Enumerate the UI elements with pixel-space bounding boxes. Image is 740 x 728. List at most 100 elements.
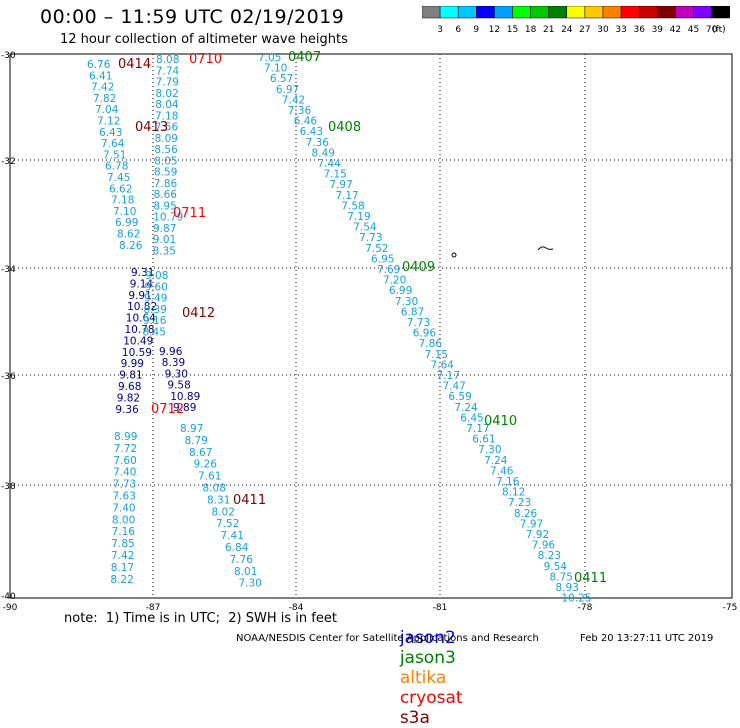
wave-height-value: 7.46 <box>490 465 514 477</box>
wave-height-value: 6.87 <box>401 306 424 318</box>
wave-height-value: 6.43 <box>99 127 122 139</box>
wave-height-value: 6.76 <box>87 59 111 71</box>
legend-label: 70 <box>706 25 718 35</box>
wave-height-value: 8.26 <box>119 240 143 252</box>
wave-height-value: 8.75 <box>550 571 573 583</box>
wave-height-value: 8.17 <box>111 562 134 574</box>
lat-label: -40 <box>1 592 16 602</box>
wave-height-value: 7.86 <box>419 338 443 350</box>
wave-height-value: 9.08 <box>145 270 168 282</box>
wave-height-value: 8.62 <box>117 229 140 241</box>
track-cryosat-lower-west: 8.997.727.607.407.737.637.408.007.167.85… <box>110 431 137 586</box>
wave-height-value: 6.43 <box>300 126 323 138</box>
pass-time-label: 0411 <box>233 493 266 508</box>
wave-height-value: 7.36 <box>288 105 312 117</box>
wave-height-value: 7.85 <box>111 538 134 550</box>
wave-height-value: 9.99 <box>121 358 144 370</box>
wave-height-value: 9.82 <box>117 392 140 404</box>
wave-height-value: 7.54 <box>353 222 377 234</box>
wave-height-value: 7.52 <box>216 518 239 530</box>
legend-label: 42 <box>670 25 681 35</box>
wave-height-value: 8.00 <box>112 514 135 526</box>
wave-height-value: 7.30 <box>395 296 418 308</box>
track-jason2-track: 9.319.149.9110.8210.6410.7810.4910.599.9… <box>115 267 157 416</box>
wave-height-value: 10.59 <box>122 347 152 359</box>
wave-height-value: 8.02 <box>212 506 235 518</box>
pass-time-label: 0712 <box>151 402 184 417</box>
legend-label: 12 <box>489 25 500 35</box>
wave-height-value: 8.99 <box>114 431 137 443</box>
wave-height-value: 7.12 <box>97 116 120 128</box>
wave-height-value: 7.23 <box>508 497 531 509</box>
satellite-legend: jason2 jason3 altika cryosat s3a <box>389 608 463 728</box>
wave-height-value: 7.52 <box>365 243 388 255</box>
wave-height-value: 7.82 <box>93 93 116 105</box>
wave-height-value: 8.39 <box>162 357 185 369</box>
wave-height-value: 9.01 <box>153 234 176 246</box>
wave-height-value: 6.99 <box>389 285 412 297</box>
wave-height-value: 6.62 <box>109 183 132 195</box>
wave-height-value: 7.17 <box>466 423 489 435</box>
legend-label: 15 <box>507 25 518 35</box>
wave-height-value: 7.10 <box>113 206 136 218</box>
wave-height-value: 7.74 <box>156 65 180 77</box>
wave-height-value: 8.59 <box>154 167 177 179</box>
lat-label: -32 <box>1 157 16 167</box>
wave-height-value: 7.16 <box>112 526 136 538</box>
wave-height-value: 9.68 <box>118 381 141 393</box>
pass-time-label: 0409 <box>402 260 435 275</box>
wave-height-value: 6.95 <box>371 253 394 265</box>
wave-height-value: 6.96 <box>413 328 437 340</box>
map-frame <box>9 53 733 599</box>
wave-height-value: 6.61 <box>472 434 495 446</box>
wave-height-value: 8.02 <box>155 88 178 100</box>
wave-height-value: 7.19 <box>347 211 370 223</box>
pass-time-label: 0411 <box>574 571 607 586</box>
wave-height-value: 7.96 <box>532 540 556 552</box>
wave-height-value: 8.08 <box>203 483 226 495</box>
wave-height-value: 7.24 <box>454 402 478 414</box>
wave-height-value: 8.79 <box>185 435 208 447</box>
wave-height-value: 9.14 <box>130 278 154 290</box>
wave-height-value: 7.76 <box>230 554 254 566</box>
wave-height-value: 8.66 <box>154 189 178 201</box>
wave-height-value: 7.42 <box>282 94 305 106</box>
wave-height-value: 8.04 <box>155 99 179 111</box>
wave-height-value: 9.31 <box>131 267 154 279</box>
wave-height-value: 7.73 <box>407 317 430 329</box>
wave-height-value: 7.10 <box>264 63 287 75</box>
wave-height-value: 6.57 <box>270 73 293 85</box>
sat-jason3: jason3 <box>399 648 456 668</box>
wave-height-value: 7.41 <box>221 530 244 542</box>
track-cryosat-desc-west: 6.766.417.427.827.047.126.437.647.516.78… <box>87 59 143 252</box>
wave-height-value: 9.96 <box>159 346 183 358</box>
wave-height-value: 7.79 <box>156 77 179 89</box>
wave-height-value: 7.97 <box>329 179 352 191</box>
wave-height-value: 10.89 <box>170 391 200 403</box>
wave-height-value: 6.97 <box>276 84 299 96</box>
lat-label: -38 <box>1 482 16 492</box>
wave-height-value: 6.59 <box>448 391 471 403</box>
legend-label: 9 <box>473 25 479 35</box>
wave-height-value: 7.16 <box>496 476 520 488</box>
legend-label: 3 <box>437 25 443 35</box>
wave-height-value: 7.86 <box>154 178 178 190</box>
wave-height-value: 7.44 <box>318 158 342 170</box>
credit-line: NOAA/NESDIS Center for Satellite Applica… <box>236 633 539 644</box>
wave-height-value: 7.72 <box>114 443 137 455</box>
wave-height-map: -30 -32 -34 -36 -38 -40-90 -87 -84 -81 -78 -75 6.76… <box>1 50 737 613</box>
sat-cryosat: cryosat <box>399 688 463 708</box>
wave-height-value: 8.12 <box>502 487 525 499</box>
wave-height-value: 7.73 <box>359 232 382 244</box>
wave-height-value: 10.49 <box>123 335 153 347</box>
wave-height-value: 7.63 <box>113 491 136 503</box>
wave-height-value: 8.35 <box>153 245 176 257</box>
wave-height-value: 8.67 <box>189 447 212 459</box>
wave-height-value: 8.31 <box>207 494 230 506</box>
wave-height-value: 7.58 <box>341 200 364 212</box>
sat-jason2: jason2 <box>399 628 456 648</box>
wave-height-value: 8.49 <box>312 147 335 159</box>
sat-s3a: s3a <box>399 708 430 728</box>
lon-label: -78 <box>578 603 593 613</box>
lon-label: -87 <box>146 603 161 613</box>
